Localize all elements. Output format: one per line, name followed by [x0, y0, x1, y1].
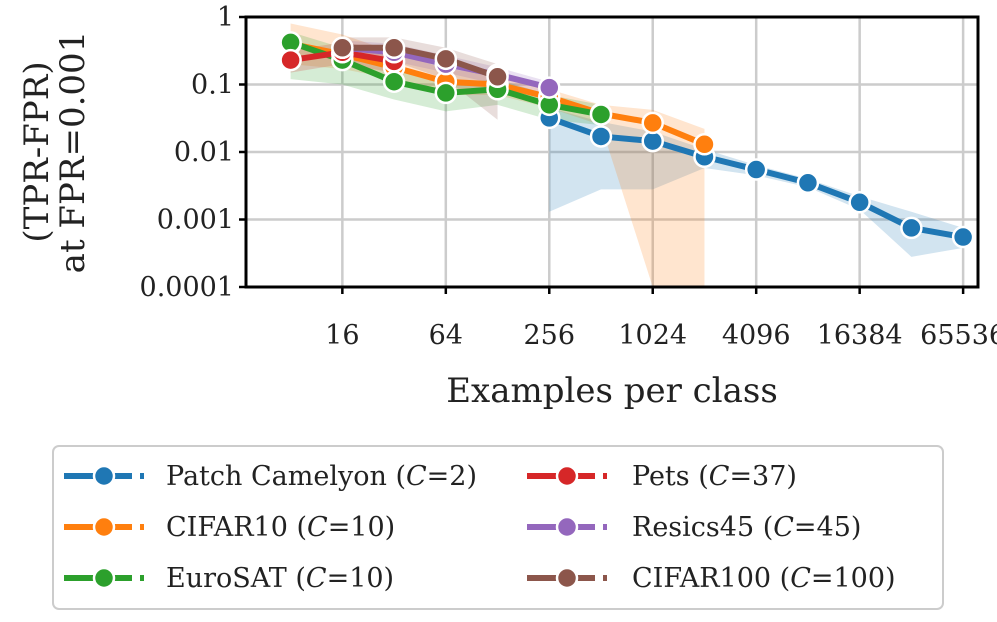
eurosat-point	[434, 81, 458, 105]
x-tick-label: 64	[429, 320, 463, 351]
plot-frame	[244, 15, 980, 289]
cifar100-point	[382, 36, 406, 60]
legend-label-cifar10: CIFAR10 (C=10)	[166, 512, 395, 543]
legend-marker-eurosat	[92, 566, 116, 590]
y-tick-label: 1	[217, 2, 234, 33]
cifar100-point	[486, 65, 509, 89]
legend-marker-cifar100	[555, 566, 579, 590]
cifar10-point	[641, 111, 664, 135]
x-axis-label: Examples per class	[446, 371, 778, 411]
y-tick-labels: 0.0001 0.001 0.01 0.1 1	[140, 2, 234, 303]
series-markers	[279, 31, 975, 249]
x-tick-label: 65536	[920, 320, 997, 351]
patch-camelyon-point	[796, 171, 820, 195]
patch-camelyon-point	[744, 158, 768, 181]
x-tick-label: 256	[523, 320, 575, 351]
y-tick-label: 0.0001	[140, 272, 234, 303]
resics45-point	[538, 76, 561, 99]
cifar10-point	[693, 133, 716, 156]
patch-camelyon-point	[848, 191, 871, 214]
x-tick-label: 16384	[817, 320, 903, 351]
x-tick-label: 1024	[618, 320, 687, 351]
cifar100-point	[434, 47, 458, 71]
legend-marker-pets	[555, 464, 579, 488]
patch-camelyon-point	[951, 225, 975, 249]
eurosat-band	[290, 31, 602, 126]
legend-label-resics45: Resics45 (C=45)	[632, 512, 861, 543]
y-tick-label: 0.001	[157, 205, 234, 236]
legend: Patch Camelyon (C=2) CIFAR10 (C=10) EuroSA…	[52, 445, 944, 610]
x-tick-labels: 16 64 256 1024 4096 16384 65536	[325, 320, 997, 351]
x-tick-label: 16	[325, 320, 359, 351]
patch-camelyon-point	[900, 216, 923, 240]
y-tick-label: 0.01	[174, 137, 234, 168]
y-axis-label-line-2: at FPR=0.001	[53, 31, 93, 274]
legend-box	[52, 445, 944, 610]
cifar100-point	[331, 36, 354, 60]
eurosat-point	[589, 103, 613, 126]
legend-label-pets: Pets (C=37)	[632, 461, 797, 492]
legend-label-patch-camelyon: Patch Camelyon (C=2)	[166, 461, 477, 492]
y-axis-label-line-1: (TPR-FPR)	[17, 61, 57, 242]
legend-label-eurosat: EuroSAT (C=10)	[166, 563, 394, 594]
legend-marker-patch-camelyon	[92, 464, 116, 488]
legend-marker-resics45	[555, 515, 579, 539]
x-tick-label: 4096	[722, 320, 791, 351]
patch-camelyon-point	[589, 125, 613, 148]
y-tick-label: 0.1	[191, 70, 234, 101]
legend-label-cifar100: CIFAR100 (C=100)	[632, 563, 896, 594]
legend-marker-cifar10	[92, 515, 116, 539]
cifar100-line	[342, 44, 499, 80]
pets-point	[279, 48, 302, 72]
eurosat-point	[382, 70, 406, 93]
